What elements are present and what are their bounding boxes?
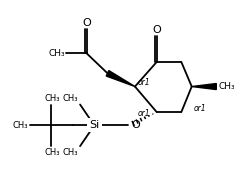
Text: Si: Si: [89, 120, 99, 130]
Polygon shape: [191, 84, 216, 89]
Text: CH₃: CH₃: [45, 148, 60, 157]
Text: O: O: [82, 17, 91, 27]
Text: or1: or1: [137, 78, 150, 87]
Text: O: O: [131, 120, 140, 130]
Text: CH₃: CH₃: [217, 82, 234, 91]
Text: CH₃: CH₃: [12, 121, 28, 130]
Text: CH₃: CH₃: [45, 94, 60, 103]
Text: O: O: [152, 25, 160, 35]
Text: CH₃: CH₃: [48, 49, 65, 58]
Text: or1: or1: [137, 109, 150, 118]
Text: CH₃: CH₃: [62, 94, 78, 103]
Text: CH₃: CH₃: [62, 148, 78, 157]
Text: or1: or1: [193, 104, 205, 113]
Polygon shape: [106, 71, 134, 87]
